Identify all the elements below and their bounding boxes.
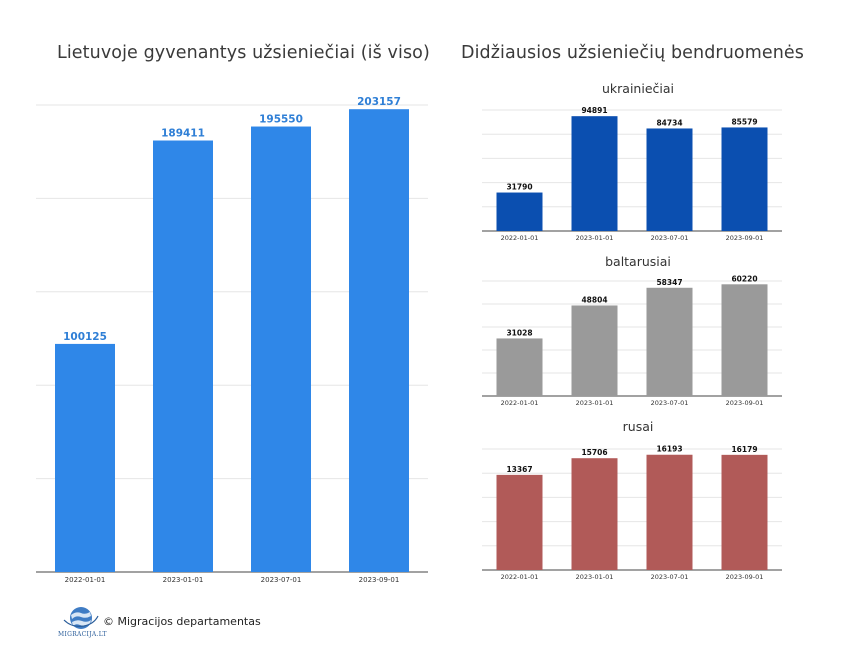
chart-1: ukrainiečiai 31790 2022-01-01 94891 2023-01-… [482,81,782,242]
bar [721,127,768,231]
data-label: 16193 [656,445,682,454]
data-label: 13367 [506,465,532,474]
x-tick-label: 2022-01-01 [65,576,106,584]
data-label: 203157 [357,96,401,108]
credit-text: © Migracijos departamentas [103,615,261,628]
x-tick-label: 2023-09-01 [359,576,400,584]
data-label: 85579 [731,117,757,126]
bar [496,338,543,396]
x-tick-label: 2023-01-01 [576,573,614,581]
x-tick-label: 2022-01-01 [501,573,539,581]
x-tick-label: 2023-07-01 [651,234,689,242]
main-chart-title: Lietuvoje gyvenantys užsieniečiai (iš vi… [57,43,430,63]
logo-text: MIGRACIJA.LT [58,631,107,638]
data-label: 58347 [656,278,682,287]
data-label: 94891 [581,106,607,115]
data-label: 100125 [63,331,107,343]
bar [571,305,618,396]
x-tick-label: 2023-09-01 [726,234,764,242]
data-label: 16179 [731,445,757,454]
x-tick-label: 2023-07-01 [651,399,689,407]
bar [496,474,543,570]
x-tick-label: 2023-09-01 [726,399,764,407]
x-tick-label: 2023-07-01 [651,573,689,581]
bar [571,458,618,570]
x-tick-label: 2023-01-01 [576,399,614,407]
data-label: 195550 [259,114,303,126]
x-tick-label: 2023-01-01 [576,234,614,242]
chart-title: rusai [623,419,654,434]
x-tick-label: 2022-01-01 [501,234,539,242]
bar [251,126,311,572]
communities-title: Didžiausios užsieniečių bendruomenės [461,43,805,63]
chart-title: ukrainiečiai [602,81,674,96]
bar [55,343,115,572]
bar [496,192,543,231]
bar [646,454,693,570]
bar [646,287,693,396]
bar [646,128,693,231]
data-label: 31790 [506,183,532,192]
data-label: 15706 [581,448,607,457]
data-label: 84734 [656,118,682,127]
x-tick-label: 2023-09-01 [726,573,764,581]
data-label: 60220 [731,274,757,283]
bar [721,454,768,570]
data-label: 31028 [506,328,532,337]
x-tick-label: 2023-01-01 [163,576,204,584]
bar [571,116,618,231]
bar [721,284,768,396]
chart-3: rusai 13367 2022-01-01 15706 2023-01-01 16193… [482,419,782,581]
x-tick-label: 2022-01-01 [501,399,539,407]
bar [153,140,213,572]
chart-0: 100125 2022-01-01 189411 2023-01-01 195550 20… [36,96,428,584]
x-tick-label: 2023-07-01 [261,576,302,584]
bar [349,109,409,573]
data-label: 189411 [161,128,205,140]
migracija-logo: MIGRACIJA.LT [58,604,107,640]
globe-icon [63,607,99,629]
chart-2: baltarusiai 31028 2022-01-01 48804 2023-01-0… [482,254,782,407]
footer: MIGRACIJA.LT © Migracijos departamentas [58,604,300,644]
data-label: 48804 [581,295,607,304]
chart-title: baltarusiai [605,254,671,269]
